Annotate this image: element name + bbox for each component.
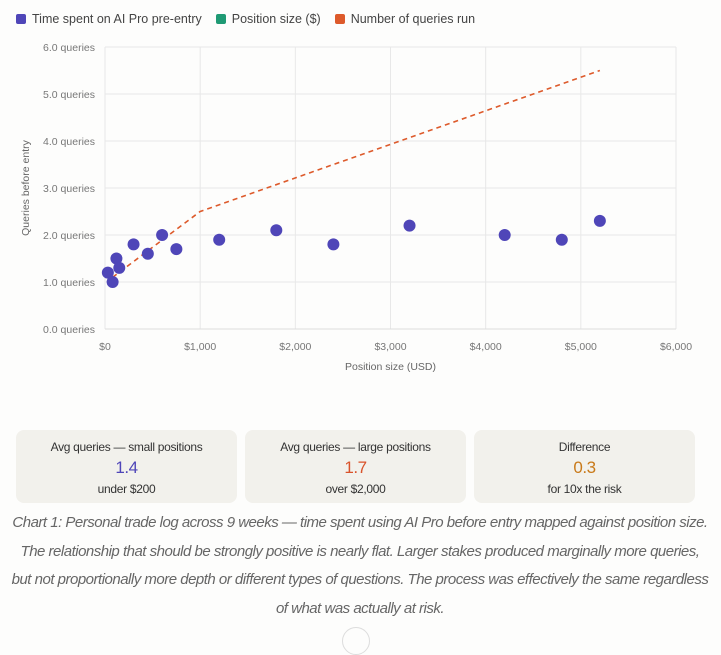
data-point [498,229,511,241]
summary-cards: Avg queries — small positions 1.4 under … [16,430,695,503]
legend-item-position[interactable]: Position size ($) [215,12,321,26]
card-small-positions: Avg queries — small positions 1.4 under … [16,430,237,503]
x-tick-label: $4,000 [470,341,502,353]
data-point [327,238,340,251]
data-point [213,233,226,246]
card-value: 1.4 [115,458,138,477]
legend-item-queries[interactable]: Number of queries run [334,12,476,26]
data-point [403,219,416,232]
card-title: Avg queries — small positions [50,440,203,454]
data-point [106,276,119,288]
legend-swatch [16,14,26,24]
card-subtitle: over $2,000 [325,482,386,496]
card-title: Difference [558,440,611,454]
scatter-chart: 0.0 queries 1.0 queries 2.0 queries 3.0 que… [20,42,692,373]
card-subtitle: for 10x the risk [547,482,622,496]
legend-swatch [334,14,345,24]
data-point [110,252,123,265]
x-tick-label: $3,000 [374,341,406,353]
data-point [555,233,568,246]
y-tick-label: 2.0 queries [43,230,95,242]
card-value: 1.7 [344,458,367,477]
y-axis-label: Queries before entry [20,139,32,235]
legend-label: Number of queries run [350,12,476,26]
legend-swatch [215,14,226,24]
chart-legend: Time spent on AI Pro pre-entry Position … [16,12,475,26]
y-tick-label: 3.0 queries [43,183,95,195]
scroll-indicator[interactable] [342,627,370,655]
y-tick-label: 0.0 queries [43,324,95,336]
x-tick-label: $2,000 [279,341,311,353]
x-tick-label: $5,000 [565,341,597,353]
card-subtitle: under $200 [97,482,156,496]
data-point [593,214,606,227]
y-tick-label: 6.0 queries [43,42,95,54]
card-large-positions: Avg queries — large positions 1.7 over $… [245,430,466,503]
x-tick-label: $6,000 [660,341,692,353]
data-point [170,243,183,256]
card-difference: Difference 0.3 for 10x the risk [474,430,695,503]
legend-item-time[interactable]: Time spent on AI Pro pre-entry [16,12,202,26]
legend-label: Position size ($) [231,12,321,26]
y-tick-label: 1.0 queries [43,277,95,289]
data-point [141,247,154,260]
card-value: 0.3 [573,458,596,477]
data-point [156,229,169,241]
legend-label: Time spent on AI Pro pre-entry [32,12,202,26]
x-tick-label: $1,000 [184,341,216,353]
y-tick-label: 5.0 queries [43,89,95,101]
queries-trend-line [112,69,601,278]
data-point [113,261,126,274]
data-point [270,224,283,237]
data-point [101,266,114,279]
data-point [127,238,140,251]
x-tick-label: $0 [99,341,111,353]
y-tick-label: 4.0 queries [43,136,95,148]
card-title: Avg queries — large positions [280,440,431,454]
chart-caption: Chart 1: Personal trade log across 9 wee… [11,514,709,617]
x-axis-label: Position size (USD) [345,361,436,373]
